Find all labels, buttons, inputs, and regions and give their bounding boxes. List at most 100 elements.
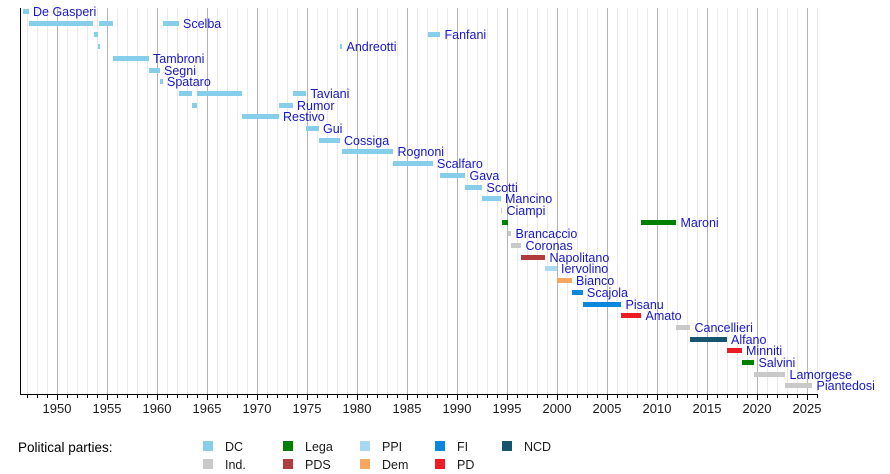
gridline-1987 [427, 8, 428, 394]
minister-label-pisanu[interactable]: Pisanu [625, 297, 664, 312]
gridline-2017 [727, 8, 728, 394]
minister-label-mancino[interactable]: Mancino [505, 191, 553, 206]
x-axis-tick-1948 [37, 395, 38, 398]
minister-label-alfano[interactable]: Alfano [731, 332, 767, 347]
minister-label-gava[interactable]: Gava [469, 168, 500, 183]
term-bar-spataro-1 [159, 79, 163, 84]
x-axis-tick-2019 [747, 395, 748, 398]
minister-label-rumor[interactable]: Rumor [297, 98, 335, 113]
x-axis-tick-1974 [297, 395, 298, 398]
x-axis-tick-1987 [427, 395, 428, 398]
term-bar-scajola-1 [571, 290, 583, 295]
gridline-2000 [557, 8, 558, 394]
gridline-1957 [127, 8, 128, 394]
minister-label-scelba[interactable]: Scelba [183, 16, 222, 31]
x-axis-tick-2000 [557, 395, 558, 400]
x-axis-tick-2006 [617, 395, 618, 398]
term-bar-maroni-1 [502, 220, 508, 225]
gridline-2002 [577, 8, 578, 394]
legend-swatch-PD [435, 459, 445, 469]
x-axis-tick-2005 [607, 395, 608, 400]
x-axis-tick-1980 [357, 395, 358, 400]
minister-label-napolitano[interactable]: Napolitano [549, 250, 610, 265]
gridline-2022 [777, 8, 778, 394]
gridline-2008 [637, 8, 638, 394]
legend-label-Dem: Dem [382, 458, 409, 472]
x-axis-tick-1962 [177, 395, 178, 398]
term-bar-piantedosi-1 [785, 383, 812, 388]
x-axis-tick-1988 [437, 395, 438, 398]
x-axis-tick-2023 [787, 395, 788, 398]
term-bar-napolitano-1 [521, 255, 545, 260]
minister-label-gui[interactable]: Gui [323, 121, 343, 136]
minister-label-restivo[interactable]: Restivo [283, 109, 325, 124]
legend-swatch-PPI [360, 441, 370, 451]
x-axis-tick-1961 [167, 395, 168, 398]
minister-label-tambroni[interactable]: Tambroni [153, 51, 205, 66]
term-bar-lamorgese-1 [754, 372, 785, 377]
legend-title: Political parties: [18, 440, 113, 455]
x-axis-tick-1981 [367, 395, 368, 398]
gridline-2016 [717, 8, 718, 394]
minister-label-segni[interactable]: Segni [164, 63, 196, 78]
x-axis-tick-1984 [397, 395, 398, 398]
x-axis-tick-label-2025: 2025 [792, 401, 822, 416]
gridline-1980 [357, 8, 358, 394]
term-bar-salvini-1 [741, 360, 754, 365]
x-axis-tick-2012 [677, 395, 678, 398]
x-axis-tick-1978 [337, 395, 338, 398]
gridline-1955 [107, 8, 108, 394]
minister-label-cossiga[interactable]: Cossiga [344, 133, 390, 148]
minister-label-maroni[interactable]: Maroni [680, 215, 719, 230]
x-axis-tick-1951 [67, 395, 68, 398]
minister-label-scotti[interactable]: Scotti [486, 180, 518, 195]
x-axis-tick-1990 [457, 395, 458, 400]
minister-label-taviani[interactable]: Taviani [310, 86, 350, 101]
x-axis-tick-1976 [317, 395, 318, 398]
minister-label-iervolino[interactable]: Iervolino [561, 261, 609, 276]
gridline-2006 [617, 8, 618, 394]
x-axis-tick-label-1970: 1970 [242, 401, 272, 416]
legend-label-PPI: PPI [382, 440, 403, 454]
minister-label-piantedosi[interactable]: Piantedosi [816, 378, 875, 393]
x-axis-tick-1994 [497, 395, 498, 398]
gridline-1959 [147, 8, 148, 394]
minister-label-spataro[interactable]: Spataro [167, 74, 211, 89]
minister-label-de-gasperi[interactable]: De Gasperi [33, 4, 97, 19]
term-bar-rognoni-1 [342, 149, 393, 154]
minister-label-coronas[interactable]: Coronas [525, 238, 573, 253]
minister-label-bianco[interactable]: Bianco [576, 273, 615, 288]
x-axis-tick-1993 [487, 395, 488, 398]
x-axis-tick-1964 [197, 395, 198, 398]
minister-label-minniti[interactable]: Minniti [746, 343, 783, 358]
gridline-1953 [87, 8, 88, 394]
gridline-2014 [697, 8, 698, 394]
minister-label-brancaccio[interactable]: Brancaccio [515, 226, 578, 241]
gridline-1990 [457, 8, 458, 394]
x-axis-tick-label-1975: 1975 [292, 401, 322, 416]
minister-label-salvini[interactable]: Salvini [758, 355, 796, 370]
x-axis-tick-1966 [217, 395, 218, 398]
gridline-2004 [597, 8, 598, 394]
x-axis-tick-1953 [87, 395, 88, 398]
gridline-1962 [177, 8, 178, 394]
gridline-1973 [287, 8, 288, 394]
gridline-2024 [797, 8, 798, 394]
x-axis-tick-2016 [717, 395, 718, 398]
minister-label-scalfaro[interactable]: Scalfaro [437, 156, 483, 171]
x-axis-tick-1986 [417, 395, 418, 398]
minister-label-fanfani[interactable]: Fanfani [444, 27, 487, 42]
legend-label-Ind: Ind. [225, 458, 246, 472]
minister-label-lamorgese[interactable]: Lamorgese [789, 367, 853, 382]
term-bar-scelba-2 [98, 21, 113, 26]
legend-swatch-FI [435, 441, 445, 451]
minister-label-rognoni[interactable]: Rognoni [397, 144, 445, 159]
minister-label-cancellieri[interactable]: Cancellieri [694, 320, 753, 335]
minister-label-scajola[interactable]: Scajola [587, 285, 628, 300]
minister-label-ciampi[interactable]: Ciampi [506, 203, 546, 218]
minister-label-amato[interactable]: Amato [645, 308, 682, 323]
x-axis-tick-label-1950: 1950 [42, 401, 72, 416]
x-axis-tick-1983 [387, 395, 388, 398]
minister-label-andreotti[interactable]: Andreotti [346, 39, 397, 54]
x-axis-tick-1958 [137, 395, 138, 398]
